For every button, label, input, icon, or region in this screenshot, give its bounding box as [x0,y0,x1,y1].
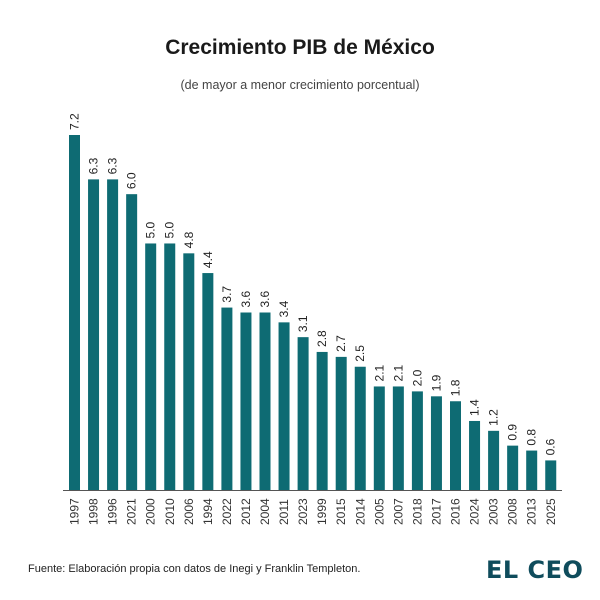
bar-2024 [469,420,481,490]
el-ceo-logo: EL CEO [486,556,584,584]
x-tick-label-2016: 2016 [449,498,463,525]
x-tick-label-2025: 2025 [544,498,558,525]
value-label-2004: 3.6 [258,290,272,307]
bar-2003 [488,430,500,490]
bar-2013 [526,450,538,490]
bar-2015 [335,356,347,491]
bar-2005 [373,386,385,490]
bar-2025 [545,460,557,490]
bar-2023 [297,337,309,490]
x-tick-label-2000: 2000 [144,498,158,525]
value-label-2005: 2.1 [372,364,386,381]
bar-2008 [507,445,519,491]
x-tick-label-1994: 1994 [201,498,215,525]
value-label-1996: 6.3 [106,157,120,174]
x-tick-label-2021: 2021 [125,498,139,525]
x-tick-label-1998: 1998 [87,498,101,525]
x-tick-label-2011: 2011 [277,499,291,525]
value-label-2007: 2.1 [391,364,405,381]
x-tick-label-2013: 2013 [525,498,539,525]
value-label-2017: 1.9 [429,374,443,391]
value-label-2000: 5.0 [144,221,158,238]
value-label-1998: 6.3 [87,157,101,174]
x-tick-label-2023: 2023 [296,498,310,525]
value-label-2025: 0.6 [544,438,558,455]
bar-2010 [164,243,176,490]
x-tick-label-2010: 2010 [163,498,177,525]
source-note: Fuente: Elaboración propia con datos de … [28,563,361,575]
bar-2022 [221,307,233,490]
x-tick-label-1997: 1997 [68,498,82,525]
x-tick-label-2018: 2018 [410,498,424,525]
bar-2006 [183,253,195,490]
bar-1998 [88,179,100,491]
bar-2011 [278,322,290,490]
bar-1999 [316,351,328,490]
bar-1994 [202,273,214,490]
x-tick-label-2024: 2024 [468,498,482,525]
bar-2017 [430,396,442,490]
x-tick-label-2022: 2022 [220,498,234,525]
value-label-2021: 6.0 [125,172,139,189]
x-tick-label-2014: 2014 [353,498,367,525]
value-label-2008: 0.9 [506,424,520,441]
x-tick-label-2005: 2005 [372,498,386,525]
value-label-1999: 2.8 [315,330,329,347]
value-label-1997: 7.2 [68,113,82,130]
bar-2016 [450,401,461,490]
value-label-2013: 0.8 [525,429,539,446]
chart-title: Crecimiento PIB de México [165,36,435,59]
value-label-2018: 2.0 [410,369,424,386]
value-label-2003: 1.2 [487,409,501,426]
bar-2014 [354,366,366,490]
value-label-2010: 5.0 [163,221,177,238]
bar-2007 [392,386,404,490]
value-label-2022: 3.7 [220,286,234,303]
chart-subtitle: (de mayor a menor crecimiento porcentual… [180,78,420,92]
x-tick-label-2008: 2008 [506,498,520,525]
bar-2012 [240,312,252,490]
bar-1997 [69,135,80,490]
bar-1996 [107,179,119,491]
x-tick-label-2007: 2007 [391,498,405,525]
value-label-2006: 4.8 [182,231,196,248]
value-label-2012: 3.6 [239,290,253,307]
value-label-2015: 2.7 [334,335,348,352]
bar-2021 [126,194,138,491]
x-tick-label-1996: 1996 [106,498,120,525]
value-label-2023: 3.1 [296,315,310,332]
value-label-1994: 4.4 [201,251,215,268]
x-tick-label-2017: 2017 [429,498,443,525]
x-tick-label-2015: 2015 [334,498,348,525]
value-label-2024: 1.4 [468,399,482,416]
x-tick-label-2006: 2006 [182,498,196,525]
x-tick-label-2012: 2012 [239,498,253,525]
value-label-2011: 3.4 [277,300,291,317]
value-label-2014: 2.5 [353,345,367,362]
value-label-2016: 1.8 [449,379,463,396]
x-tick-label-2004: 2004 [258,498,272,525]
bar-2004 [259,312,271,490]
x-tick-label-1999: 1999 [315,498,329,525]
bar-2018 [411,391,423,490]
x-tick-label-2003: 2003 [487,498,501,525]
bar-2000 [145,243,157,490]
